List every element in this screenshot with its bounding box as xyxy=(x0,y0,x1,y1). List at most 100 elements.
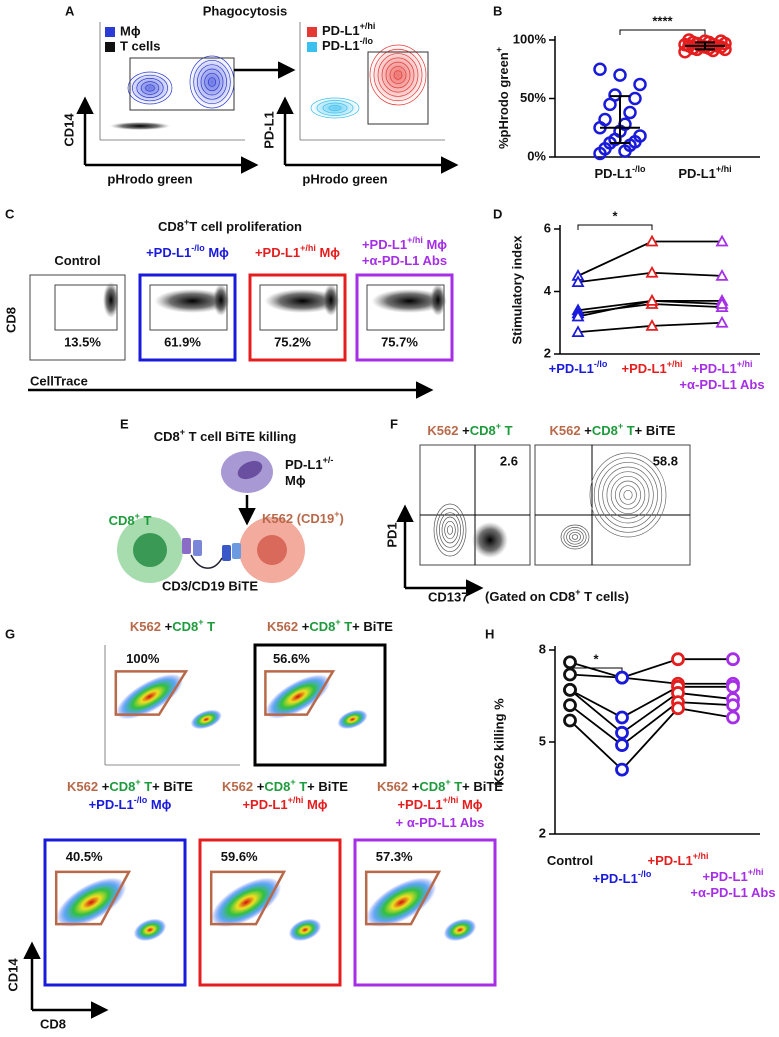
contour xyxy=(140,81,160,95)
text-span: Mϕ xyxy=(285,473,306,488)
data-point xyxy=(615,725,629,740)
text-span: +α-PD-L1 Abs xyxy=(690,885,775,900)
axis-label: PD-L1 xyxy=(261,111,276,149)
bite-linker xyxy=(190,554,223,569)
data-point xyxy=(563,682,577,697)
text-span: + xyxy=(98,779,110,794)
axis-label: pHrodo green xyxy=(107,171,192,186)
contour xyxy=(614,480,642,510)
text-span: + xyxy=(459,423,471,438)
panel-letter: G xyxy=(5,626,15,641)
contour xyxy=(393,70,403,80)
text-span: PD-L1 xyxy=(322,38,360,53)
text-span: K562 (CD19 xyxy=(262,511,334,526)
contour xyxy=(200,68,224,96)
gate xyxy=(54,870,132,926)
panel-title: CD8+ T cell BiTE killing xyxy=(154,427,297,444)
text-span: Control xyxy=(547,853,593,868)
text-span: +α-PD-L1 Abs xyxy=(362,253,447,268)
text-span: + BiTE xyxy=(352,619,393,634)
text-span: T cells) xyxy=(581,589,629,604)
text-span: T xyxy=(501,423,513,438)
cell-population xyxy=(264,289,341,313)
x-tick-label: +PD-L1+/hi +α-PD-L1 Abs xyxy=(690,867,775,900)
x-tick-label: PD-L1+/hi xyxy=(678,164,731,181)
data-point xyxy=(633,129,647,143)
data-point xyxy=(645,319,659,331)
y-tick-label: 5 xyxy=(539,733,546,748)
superscript: + xyxy=(135,777,140,787)
contour xyxy=(560,524,590,550)
axis-label: CD8 xyxy=(40,1016,66,1031)
panel-title: CD8+T cell proliferation xyxy=(158,217,302,234)
condition-label: K562 +CD8+ T+ BiTE +PD-L1-/lo Mϕ xyxy=(67,777,193,812)
percent-label: 75.7% xyxy=(381,334,418,349)
contour xyxy=(369,44,427,106)
superscript: +/hi xyxy=(443,795,459,805)
superscript: +/hi xyxy=(288,795,304,805)
panel-letter: D xyxy=(493,206,502,221)
legend-label: PD-L1-/lo xyxy=(322,36,374,53)
data-point xyxy=(563,655,577,670)
text-span: ) xyxy=(340,511,344,526)
percent-label: 100% xyxy=(126,651,160,666)
percent-label: 13.5% xyxy=(64,334,101,349)
text-span: + BiTE xyxy=(307,779,348,794)
x-tick-label: +PD-L1+/hi +α-PD-L1 Abs xyxy=(679,359,764,392)
data-point xyxy=(645,294,659,306)
y-tick-label: 2 xyxy=(544,345,551,360)
y-tick-label: 100% xyxy=(513,31,547,46)
data-point xyxy=(613,68,627,82)
data-point xyxy=(571,309,585,322)
superscript: + xyxy=(184,217,189,227)
data-point xyxy=(671,701,685,716)
quadrant-value: 2.6 xyxy=(500,453,518,468)
contour xyxy=(316,100,354,116)
text-span: Control xyxy=(54,253,100,268)
contour xyxy=(204,72,220,92)
gate xyxy=(114,670,189,716)
panel-letter: F xyxy=(390,416,398,431)
cell-population xyxy=(323,284,339,316)
text-span: +PD-L1 xyxy=(593,871,638,886)
text-span: PD-L1 xyxy=(678,166,716,181)
contour xyxy=(136,78,164,98)
data-point xyxy=(623,105,637,120)
significance-label: * xyxy=(593,651,599,666)
contour xyxy=(196,64,228,100)
contour xyxy=(433,503,467,557)
superscript: +/hi xyxy=(360,21,376,31)
paired-line xyxy=(569,689,734,734)
cell-label: CD3/CD19 BiTE xyxy=(162,578,258,593)
text-span: K562 xyxy=(267,619,298,634)
text-span: + BiTE xyxy=(635,423,676,438)
data-point xyxy=(715,234,729,247)
significance-bracket xyxy=(577,224,653,230)
text-span: CD8 xyxy=(592,423,618,438)
contour xyxy=(441,516,459,544)
text-span: T xyxy=(140,513,152,528)
superscript: + xyxy=(335,617,340,627)
superscript: + xyxy=(618,421,623,431)
cell-population xyxy=(116,673,184,720)
gate xyxy=(264,670,336,716)
superscript: +/hi xyxy=(407,235,423,245)
paired-line xyxy=(569,701,734,747)
contour xyxy=(438,512,462,548)
cell-population xyxy=(265,674,331,719)
text-span: T xyxy=(341,619,353,634)
text-span: + BiTE xyxy=(462,779,503,794)
text-span: T xyxy=(451,779,463,794)
gate xyxy=(364,870,442,926)
condition-label: +PD-L1+/hi Mϕ xyxy=(255,243,340,260)
gate xyxy=(367,51,429,125)
cell-population xyxy=(190,56,234,108)
plot-frame xyxy=(253,643,387,767)
superscript: + xyxy=(334,509,339,519)
axis-label: CD14 xyxy=(5,958,20,992)
bite-domain xyxy=(232,543,241,559)
data-point xyxy=(628,91,642,106)
contour xyxy=(436,507,464,553)
